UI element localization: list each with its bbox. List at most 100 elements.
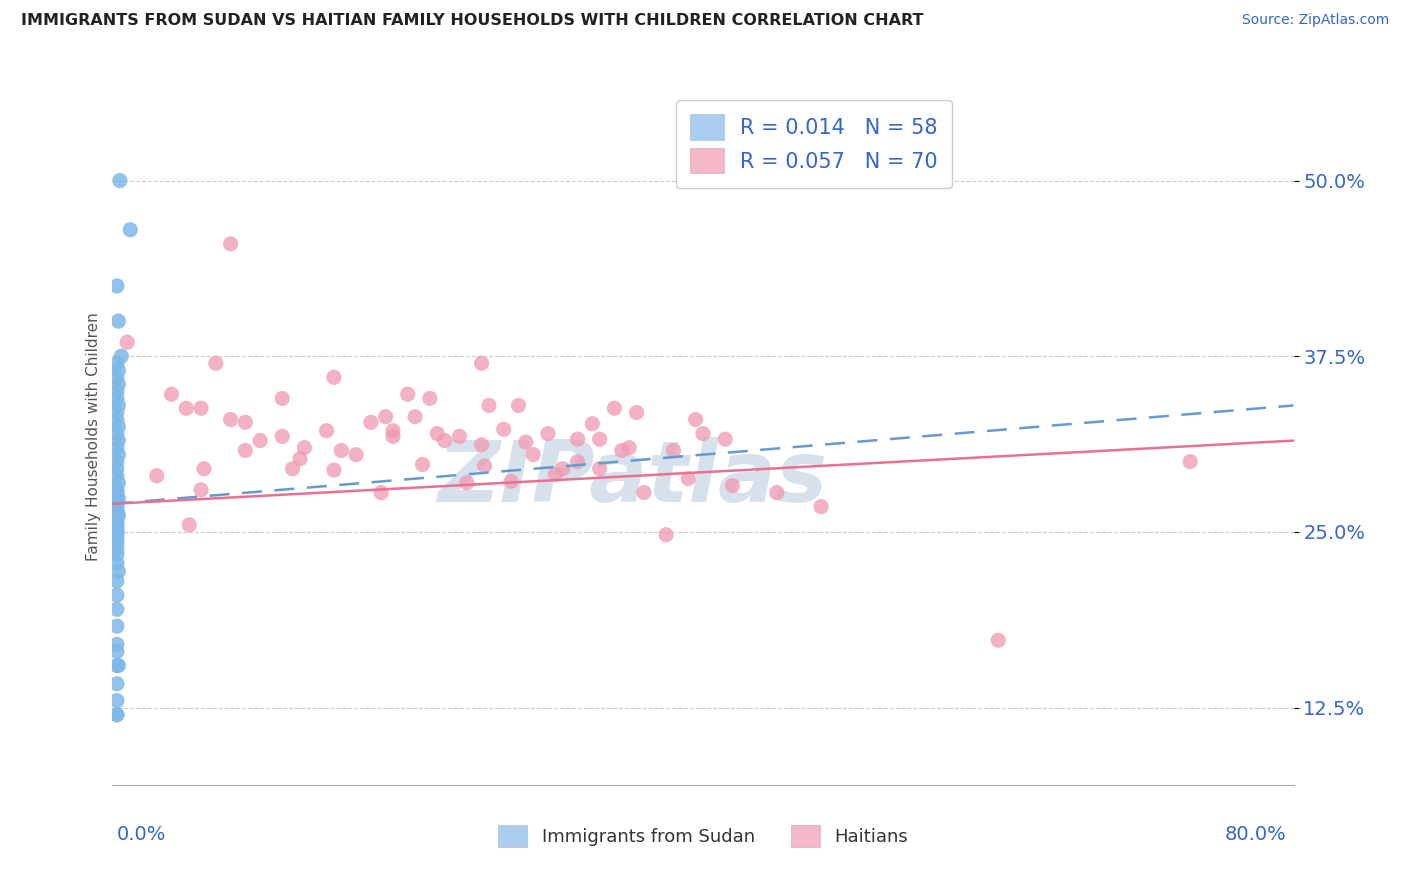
Point [655,528,678,542]
Point [449,429,471,443]
Point [344,448,367,462]
Point [105,536,128,550]
Point [105,511,128,525]
Point [581,417,603,431]
Point [105,532,128,546]
Point [323,463,346,477]
Point [233,443,256,458]
Point [105,644,128,658]
Legend: Immigrants from Sudan, Haitians: Immigrants from Sudan, Haitians [489,816,917,856]
Point [107,658,129,673]
Point [370,485,392,500]
Point [567,455,589,469]
Point [105,485,128,500]
Point [105,370,128,384]
Point [190,483,212,497]
Point [501,475,523,489]
Point [382,429,405,443]
Point [692,426,714,441]
Point [107,399,129,413]
Point [110,349,132,363]
Point [810,500,832,514]
Point [193,461,215,475]
Point [456,475,478,490]
Point [544,467,567,482]
Point [588,461,610,475]
Point [108,173,131,187]
Text: 0.0%: 0.0% [117,825,166,844]
Point [105,658,128,673]
Point [190,401,212,416]
Text: Source: ZipAtlas.com: Source: ZipAtlas.com [1241,13,1389,28]
Point [426,426,449,441]
Point [219,236,242,251]
Point [105,426,128,441]
Point [105,588,128,602]
Point [288,451,311,466]
Point [515,435,537,450]
Point [105,384,128,399]
Point [105,494,128,508]
Point [766,485,789,500]
Point [474,458,496,473]
Point [1178,455,1201,469]
Point [404,409,426,424]
Point [105,405,128,419]
Point [105,516,128,531]
Point [105,619,128,633]
Point [662,443,685,458]
Point [492,422,515,436]
Point [105,392,128,406]
Text: IMMIGRANTS FROM SUDAN VS HAITIAN FAMILY HOUSEHOLDS WITH CHILDREN CORRELATION CHA: IMMIGRANTS FROM SUDAN VS HAITIAN FAMILY … [21,13,924,29]
Point [522,448,544,462]
Point [146,468,169,483]
Point [249,434,271,448]
Point [107,448,129,462]
Point [160,387,183,401]
Point [105,412,128,426]
Point [105,441,128,455]
Point [271,392,294,406]
Point [105,522,128,536]
Point [987,633,1010,648]
Point [107,377,129,392]
Point [419,392,441,406]
Point [233,415,256,429]
Point [633,485,655,500]
Point [330,443,353,458]
Point [470,438,494,452]
Point [292,441,315,455]
Y-axis label: Family Households with Children: Family Households with Children [86,313,101,561]
Text: 80.0%: 80.0% [1225,825,1286,844]
Point [107,434,129,448]
Point [105,514,128,528]
Point [374,409,396,424]
Point [107,475,129,490]
Point [117,335,138,350]
Point [619,441,641,455]
Point [105,519,128,533]
Point [396,387,419,401]
Point [105,455,128,469]
Point [107,508,129,522]
Point [588,432,610,446]
Point [478,399,501,413]
Point [685,412,707,426]
Point [271,429,294,443]
Point [107,419,129,434]
Text: ZIPatlas: ZIPatlas [437,437,827,520]
Point [281,461,304,475]
Point [470,356,494,370]
Point [315,424,337,438]
Point [105,497,128,511]
Point [107,363,129,377]
Point [105,677,128,691]
Point [107,491,129,506]
Point [603,401,626,416]
Point [721,478,744,492]
Point [105,488,128,502]
Point [105,461,128,475]
Point [360,415,382,429]
Point [105,279,128,293]
Point [610,443,633,458]
